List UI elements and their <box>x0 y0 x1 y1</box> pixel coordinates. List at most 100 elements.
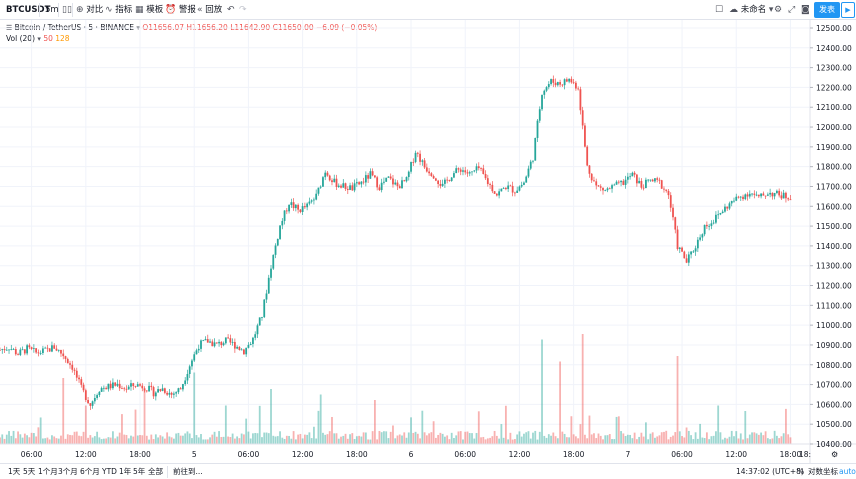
x-tick-label: 06:00 <box>671 450 693 459</box>
candle-body <box>604 190 607 191</box>
candle-body <box>771 192 774 197</box>
price-axis[interactable]: 12500.00 12400.00 12300.00 12200.00 12100.00… <box>810 24 852 449</box>
chart-style-button[interactable]: ▯▯ <box>62 0 72 20</box>
redo-button[interactable]: ↷ <box>239 0 247 20</box>
symbol-search[interactable]: BTCUSDT <box>6 5 51 15</box>
candle-body <box>285 210 288 212</box>
volume-bar <box>500 424 503 444</box>
volume-bar <box>252 433 254 444</box>
candle-body <box>525 176 528 183</box>
layout-button[interactable]: ☐ <box>715 0 723 20</box>
range-1d[interactable]: 1天 <box>8 467 21 476</box>
volume-bar <box>769 439 772 444</box>
volume-bar <box>132 436 135 444</box>
axis-settings-icon[interactable]: ⚙ <box>831 450 838 459</box>
volume-bar <box>121 414 123 444</box>
templates-button[interactable]: ▦ 模板 <box>135 0 163 20</box>
volume-bar <box>660 432 663 444</box>
settings-button[interactable]: ⚙ <box>774 0 782 20</box>
candle-body <box>789 199 792 201</box>
candle-body <box>489 184 491 185</box>
y-tick-label: 10900.00 <box>816 341 852 350</box>
candle-body <box>509 185 512 187</box>
volume-bar <box>369 439 372 444</box>
volume-bar <box>209 437 211 444</box>
volume-bar <box>766 438 769 444</box>
range-6m[interactable]: 6个月 <box>80 467 100 476</box>
templates-icon: ▦ <box>135 5 144 15</box>
alert-button[interactable]: ⏰ 警报 <box>165 0 196 20</box>
interval-button[interactable]: 5m <box>45 5 59 15</box>
play-button[interactable]: ▶ <box>841 2 855 18</box>
candle-body <box>308 201 311 204</box>
volume-bar <box>538 431 541 444</box>
compare-label: 对比 <box>86 5 104 15</box>
compare-button[interactable]: ⊕ 对比 <box>76 0 103 20</box>
volume-bar <box>529 438 532 444</box>
clock: 14:37:02 (UTC+8) <box>736 467 804 476</box>
log-toggle[interactable]: 对数坐标 <box>808 467 838 476</box>
save-layout-button[interactable]: ☁ 未命名 ▾ <box>729 0 773 20</box>
range-1y[interactable]: 1年 <box>119 467 132 476</box>
candle-body <box>748 193 751 197</box>
range-1m[interactable]: 1个月 <box>38 467 58 476</box>
volume-bar <box>376 439 379 444</box>
volume-bar <box>360 436 363 444</box>
candle-body <box>69 363 71 365</box>
volume-bar <box>84 405 87 444</box>
volume-bar <box>130 435 132 444</box>
range-all[interactable]: 全部 <box>148 467 163 476</box>
volume-bar <box>333 433 336 444</box>
candle-body <box>0 349 1 351</box>
range-5d[interactable]: 5天 <box>23 467 36 476</box>
candle-body <box>554 82 557 86</box>
auto-toggle[interactable]: auto <box>839 467 856 476</box>
volume-bar <box>446 435 449 444</box>
price-chart[interactable]: 12500.00 12400.00 12300.00 12200.00 12100.00… <box>0 20 856 463</box>
volume-bar <box>371 431 374 444</box>
volume-bar <box>96 431 99 444</box>
candle-body <box>444 179 446 184</box>
volume-bar <box>536 439 539 444</box>
candle-body <box>80 379 83 385</box>
candle-body <box>254 334 257 338</box>
range-3m[interactable]: 3个月 <box>58 467 78 476</box>
candle-body <box>376 177 379 188</box>
candle-body <box>19 349 22 356</box>
volume-label[interactable]: Vol (20) <box>6 34 36 43</box>
volume-bar <box>624 435 627 444</box>
publish-button[interactable]: 发表 <box>814 2 840 18</box>
time-axis[interactable]: 06:00 12:00 18:00 5 06:00 12:00 18:00 6 06:00 12:… <box>21 450 802 459</box>
volume-bar <box>421 410 424 444</box>
goto-date-button[interactable]: 前往到... <box>173 467 203 476</box>
range-5y[interactable]: 5年 <box>133 467 146 476</box>
percent-toggle[interactable]: % <box>797 467 805 476</box>
volume-bar <box>57 438 60 444</box>
candle-body <box>466 172 469 174</box>
cloud-icon: ☁ <box>729 5 738 15</box>
range-ytd[interactable]: YTD <box>102 467 117 476</box>
candle-body <box>584 125 586 147</box>
candle-body <box>669 195 672 208</box>
candle-body <box>568 78 571 82</box>
indicators-button[interactable]: ∿ 指标 <box>105 0 132 20</box>
undo-button[interactable]: ↶ <box>227 0 235 20</box>
volume-bar <box>263 432 266 444</box>
candle-body <box>331 180 333 183</box>
replay-button[interactable]: « 回放 <box>197 0 222 20</box>
candle-body <box>602 187 604 191</box>
volume-bar <box>346 438 349 444</box>
volume-bar <box>559 361 561 444</box>
volume-legend: Vol (20) ▾ 50 128 <box>6 34 70 43</box>
candle-body <box>197 348 200 351</box>
candle-body <box>520 184 523 187</box>
volume-bar <box>656 436 659 444</box>
snapshot-button[interactable]: ◙ <box>801 0 810 20</box>
candle-body <box>412 162 415 163</box>
volume-bar <box>21 437 24 444</box>
indicator-icon: ∿ <box>105 5 113 15</box>
volume-bar <box>577 438 580 444</box>
fullscreen-button[interactable]: ⤢ <box>788 0 795 20</box>
chevron-down-icon[interactable]: ▾ <box>37 35 41 43</box>
volume-bar <box>425 435 428 444</box>
